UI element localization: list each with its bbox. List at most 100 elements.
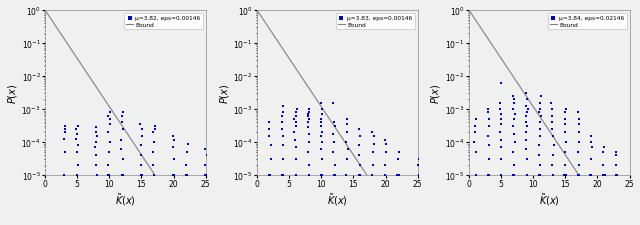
- Point: [316, 125, 326, 128]
- Point: [278, 105, 289, 109]
- Point: [522, 174, 532, 177]
- Point: [560, 118, 570, 121]
- Point: [521, 131, 531, 135]
- Point: [341, 141, 351, 144]
- Point: [381, 142, 392, 146]
- Point: [598, 146, 609, 149]
- Point: [303, 108, 314, 111]
- Point: [117, 111, 127, 115]
- Legend: μ=3.83, eps=0.00146, Bound: μ=3.83, eps=0.00146, Bound: [335, 14, 415, 30]
- Point: [91, 141, 101, 144]
- Point: [484, 144, 494, 148]
- Point: [560, 164, 570, 167]
- Point: [116, 115, 127, 119]
- Point: [521, 138, 531, 142]
- Point: [496, 123, 506, 126]
- Point: [521, 148, 531, 152]
- Point: [303, 174, 314, 177]
- Legend: μ=3.84, eps=0.02146, Bound: μ=3.84, eps=0.02146, Bound: [548, 14, 627, 30]
- Point: [328, 102, 338, 106]
- Point: [303, 126, 314, 130]
- Point: [105, 118, 115, 121]
- Point: [509, 98, 520, 101]
- Point: [304, 111, 314, 115]
- Point: [304, 133, 314, 136]
- Point: [304, 118, 314, 121]
- Point: [354, 128, 364, 131]
- X-axis label: $\tilde{K}(x)$: $\tilde{K}(x)$: [539, 191, 559, 207]
- Point: [169, 138, 179, 142]
- Point: [573, 141, 584, 144]
- Point: [317, 174, 327, 177]
- Point: [341, 118, 351, 121]
- Point: [303, 151, 314, 154]
- Point: [200, 174, 211, 177]
- Point: [182, 142, 193, 146]
- Point: [60, 131, 70, 135]
- Point: [72, 133, 82, 136]
- Point: [91, 126, 101, 130]
- Point: [367, 174, 377, 177]
- Point: [535, 164, 545, 167]
- Point: [369, 142, 379, 146]
- Point: [303, 113, 314, 116]
- Point: [182, 151, 192, 154]
- Point: [586, 174, 596, 177]
- Point: [317, 141, 327, 144]
- Point: [471, 151, 481, 154]
- Point: [470, 131, 480, 135]
- Point: [118, 158, 128, 162]
- Point: [598, 174, 609, 177]
- Point: [369, 135, 379, 138]
- Point: [367, 131, 378, 135]
- Point: [509, 102, 519, 106]
- Point: [573, 123, 584, 126]
- Point: [495, 102, 506, 106]
- Point: [394, 174, 404, 177]
- Point: [483, 135, 493, 138]
- Point: [136, 164, 147, 167]
- Point: [200, 174, 210, 177]
- Point: [264, 135, 274, 138]
- Point: [560, 131, 570, 135]
- Point: [264, 174, 274, 177]
- Point: [118, 174, 128, 177]
- Point: [72, 144, 83, 148]
- Point: [508, 174, 518, 177]
- Point: [547, 121, 557, 125]
- Point: [484, 158, 494, 162]
- Point: [264, 128, 274, 131]
- Point: [392, 174, 403, 177]
- Point: [342, 123, 352, 126]
- Point: [104, 111, 115, 115]
- Point: [278, 158, 288, 162]
- Point: [342, 131, 352, 135]
- Point: [509, 133, 520, 136]
- Point: [291, 158, 301, 162]
- Point: [60, 151, 70, 154]
- Point: [495, 174, 506, 177]
- Point: [380, 164, 390, 167]
- Point: [495, 158, 506, 162]
- Point: [277, 121, 287, 125]
- Point: [340, 174, 351, 177]
- Point: [381, 151, 391, 154]
- Point: [135, 123, 145, 126]
- Point: [483, 125, 493, 128]
- Point: [496, 82, 506, 86]
- Point: [496, 138, 506, 142]
- Point: [586, 135, 596, 138]
- Point: [317, 113, 327, 116]
- Point: [150, 128, 160, 131]
- Point: [150, 125, 161, 128]
- Point: [291, 174, 301, 177]
- Point: [148, 174, 159, 177]
- Point: [103, 164, 113, 167]
- Point: [536, 115, 546, 119]
- Point: [509, 113, 520, 116]
- Point: [535, 174, 545, 177]
- Point: [317, 108, 327, 111]
- Point: [413, 174, 424, 177]
- Point: [380, 138, 390, 142]
- Point: [367, 174, 377, 177]
